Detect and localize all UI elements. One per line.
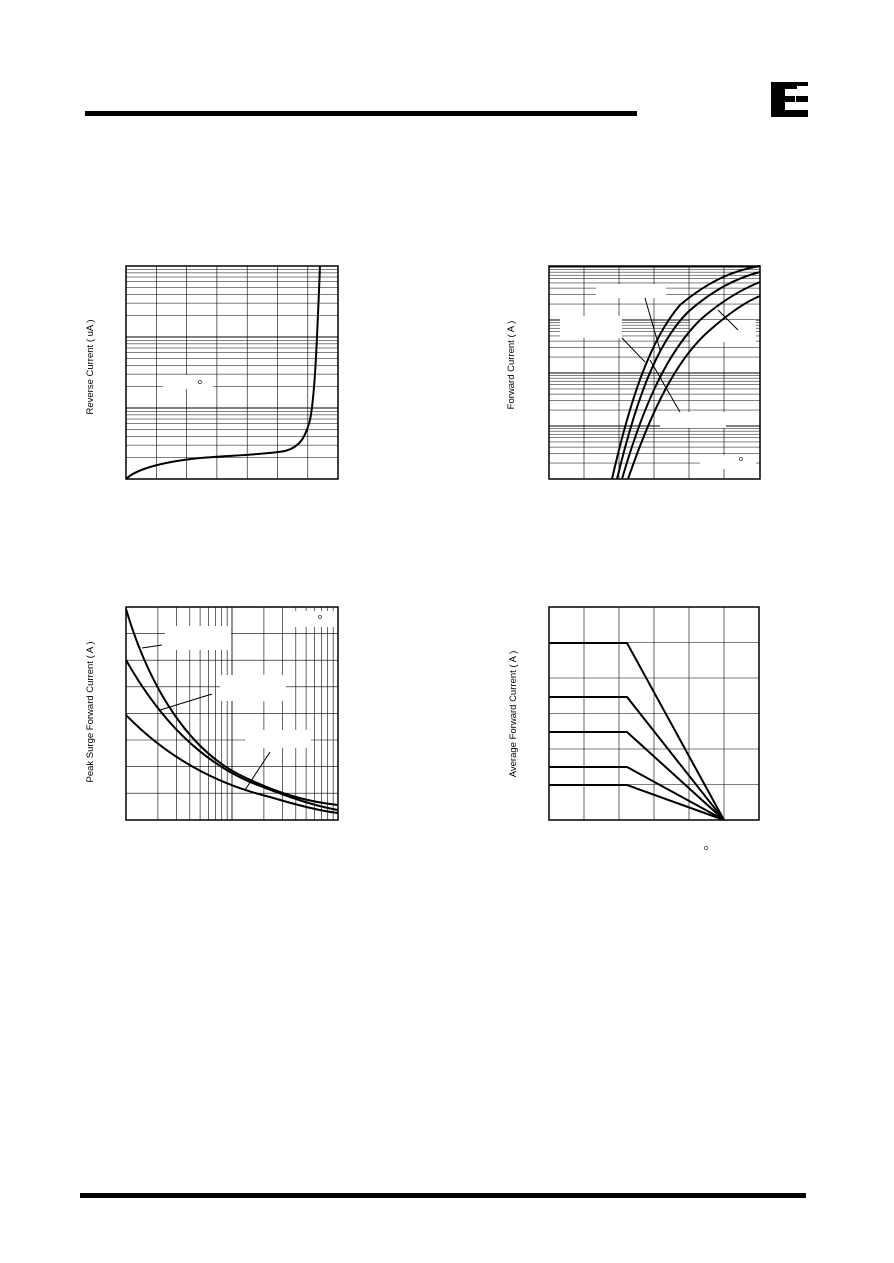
y-axis-label: Forward Current ( A ) bbox=[506, 321, 517, 410]
degree-sign: o bbox=[704, 845, 708, 852]
degree-sign: o bbox=[318, 614, 322, 621]
y-axis-label: Average Forward Current ( A ) bbox=[508, 651, 519, 778]
curves bbox=[125, 265, 761, 821]
y-axis-label: Peak Surge Forward Current ( A ) bbox=[85, 642, 96, 783]
degree-sign: o bbox=[198, 379, 202, 386]
grids bbox=[125, 265, 761, 821]
header-rule bbox=[85, 111, 637, 116]
footer-rule bbox=[80, 1193, 806, 1198]
plot-frame bbox=[125, 265, 339, 480]
logo bbox=[771, 82, 808, 117]
pointers bbox=[141, 297, 739, 791]
plot-frame bbox=[125, 606, 339, 821]
degree-sign: o bbox=[739, 456, 743, 463]
plot-frame bbox=[548, 265, 761, 480]
y-axis-label: Reverse Current ( uA ) bbox=[85, 319, 96, 414]
plot-frame bbox=[548, 606, 760, 821]
label-masks bbox=[163, 284, 756, 748]
